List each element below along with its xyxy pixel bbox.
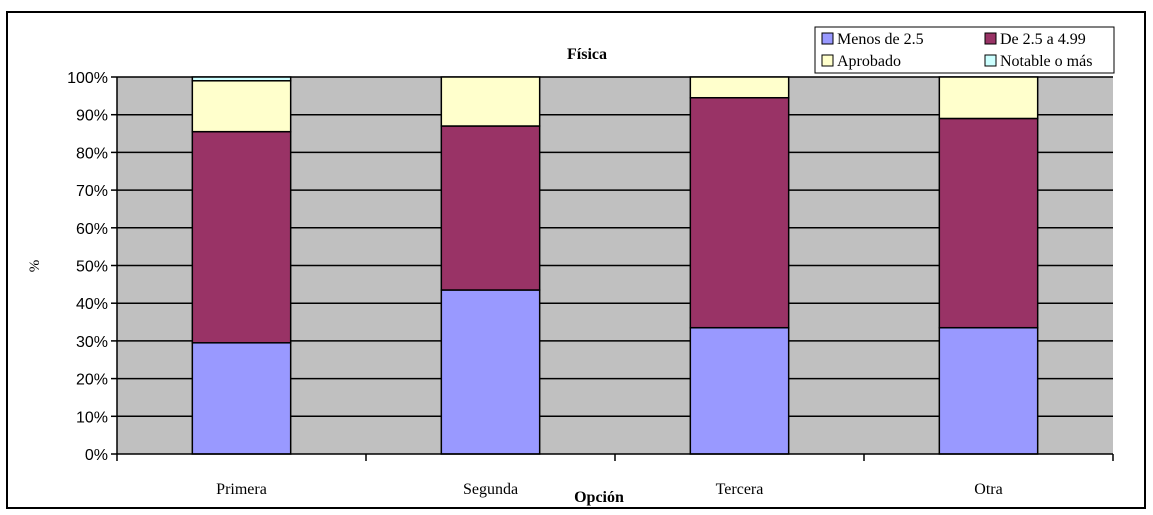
y-tick-label: 90% [76,108,108,125]
x-tick-label: Tercera [716,481,764,498]
y-tick-label: 20% [76,372,108,389]
legend-label: Notable o más [1000,53,1092,70]
y-tick-label: 80% [76,145,108,162]
bar-segment [938,117,1039,329]
y-tick-labels: 0% 10% 20% 30% 40% 50% 60% 70% 80% 90% 100% [67,70,108,464]
legend-box [814,26,1115,74]
legend-label: De 2.5 a 4.99 [1000,31,1086,48]
y-tick-label: 60% [76,221,108,238]
bar-segment [191,130,292,344]
legend-swatch [984,32,997,45]
bar-segment [938,76,1039,120]
bars [191,76,1039,455]
bar-segment [191,80,292,133]
legend: Menos de 2.5 De 2.5 a 4.99 Aprobado Notable… [814,26,1115,74]
legend-label: Menos de 2.5 [837,31,924,48]
bar-segment [440,76,541,127]
bar-segment [689,326,790,455]
bar-segment [938,326,1039,455]
x-tick-label: Otra [974,481,1002,498]
y-tick-label: 40% [76,296,108,313]
x-tick-label: Primera [216,481,267,498]
axes [111,76,1114,461]
bar-segment [440,289,541,455]
chart-title: Física [567,46,607,63]
y-axis-label: % [27,260,43,273]
x-tick-labels: Primera Segunda Tercera Otra [216,481,1003,498]
x-axis-label: Opción [574,489,624,506]
bar-segment [191,342,292,455]
bar-segment [191,76,292,82]
y-tick-label: 50% [76,259,108,276]
y-tick-label: 10% [76,409,108,426]
bar-segment [689,96,790,329]
legend-swatch [821,32,834,45]
x-tick-label: Segunda [463,481,518,498]
legend-swatch [821,54,834,67]
y-tick-label: 0% [85,447,108,464]
bar-segment [689,76,790,99]
bar-segment [440,125,541,291]
legend-label: Aprobado [837,53,901,70]
legend-swatch [984,54,997,67]
y-tick-label: 100% [67,70,108,87]
y-tick-label: 70% [76,183,108,200]
y-tick-label: 30% [76,334,108,351]
